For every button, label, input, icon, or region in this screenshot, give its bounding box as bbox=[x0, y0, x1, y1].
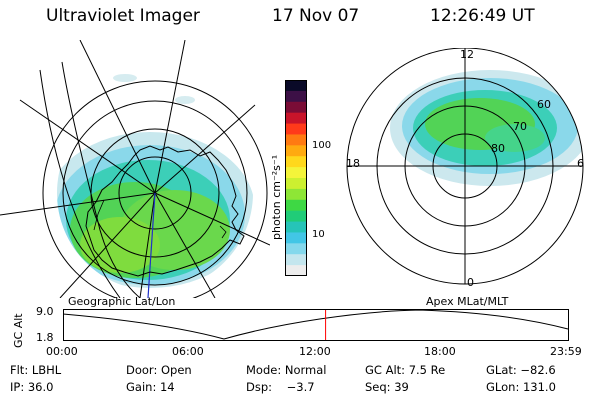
colorbar-stripe bbox=[285, 199, 307, 212]
mlat-label-60: 60 bbox=[537, 98, 551, 111]
colorbar-stripe bbox=[285, 188, 307, 201]
colorbar bbox=[285, 80, 307, 276]
mlat-label-70: 70 bbox=[513, 120, 527, 133]
colorbar-stripe bbox=[285, 156, 307, 168]
mlt-label-0: 0 bbox=[467, 276, 474, 289]
glat-value: GLat: −82.6 bbox=[486, 363, 556, 377]
colorbar-stripe bbox=[285, 167, 307, 179]
colorbar-stripe bbox=[285, 145, 307, 157]
colorbar-stripe bbox=[285, 265, 307, 276]
apex-map bbox=[346, 48, 584, 285]
gc-alt-value: GC Alt: 7.5 Re bbox=[365, 363, 446, 377]
right-map-caption: Apex MLat/MLT bbox=[426, 295, 509, 308]
alt-ylabel: GC Alt bbox=[12, 313, 25, 348]
seq-value: Seq: 39 bbox=[365, 380, 409, 394]
colorbar-stripe bbox=[285, 112, 307, 125]
geographic-map bbox=[0, 40, 270, 298]
colorbar-stripe bbox=[285, 90, 307, 103]
altitude-plot bbox=[62, 309, 569, 341]
alt-xtick-0: 00:00 bbox=[46, 345, 78, 358]
colorbar-unit-label: photon cm⁻²s⁻¹ bbox=[270, 154, 283, 240]
alt-xtick-3: 18:00 bbox=[424, 345, 456, 358]
ip-value: IP: 36.0 bbox=[10, 380, 54, 394]
colorbar-stripe bbox=[285, 210, 307, 223]
alt-xtick-4: 23:59 bbox=[550, 345, 582, 358]
dsp-value: Dsp: −3.7 bbox=[246, 380, 315, 394]
alt-xtick-1: 06:00 bbox=[172, 345, 204, 358]
time-label: 12:26:49 UT bbox=[430, 6, 535, 26]
alt-ytick-max: 9.0 bbox=[36, 305, 54, 318]
mlat-label-80: 80 bbox=[491, 142, 505, 155]
colorbar-stripe bbox=[285, 221, 307, 233]
right-emission bbox=[390, 70, 583, 186]
gain-value: Gain: 14 bbox=[126, 380, 175, 394]
mlt-label-12: 12 bbox=[460, 48, 474, 61]
colorbar-stripe bbox=[285, 123, 307, 135]
alt-ytick-min: 1.8 bbox=[36, 331, 54, 344]
glon-value: GLon: 131.0 bbox=[486, 380, 556, 394]
alt-xtick-2: 12:00 bbox=[299, 345, 331, 358]
colorbar-tick-100: 100 bbox=[312, 140, 332, 151]
door-value: Door: Open bbox=[126, 363, 192, 377]
colorbar-stripe bbox=[285, 254, 307, 266]
colorbar-stripe bbox=[285, 232, 307, 244]
mlt-label-18: 18 bbox=[346, 157, 360, 170]
colorbar-stripe bbox=[285, 80, 307, 92]
date-label: 17 Nov 07 bbox=[272, 6, 360, 26]
filter-value: Flt: LBHL bbox=[10, 363, 62, 377]
left-map-caption: Geographic Lat/Lon bbox=[68, 295, 176, 308]
colorbar-stripe bbox=[285, 101, 307, 114]
antarctica-coastline bbox=[85, 145, 245, 277]
instrument-title: Ultraviolet Imager bbox=[46, 6, 200, 26]
colorbar-stripe bbox=[285, 178, 307, 190]
mode-value: Mode: Normal bbox=[246, 363, 327, 377]
mlt-label-6: 6 bbox=[577, 157, 584, 170]
colorbar-stripe bbox=[285, 134, 307, 146]
colorbar-tick-10: 10 bbox=[312, 229, 325, 240]
colorbar-stripe bbox=[285, 243, 307, 255]
